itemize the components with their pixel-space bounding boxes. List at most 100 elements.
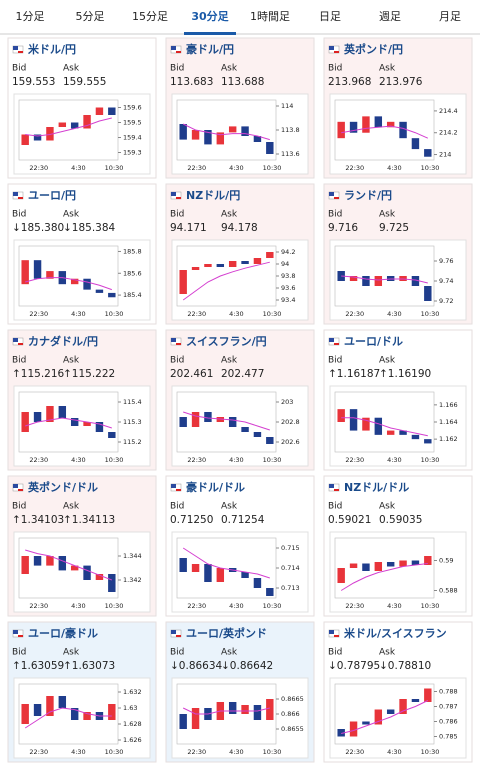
plot-frame bbox=[334, 683, 435, 745]
moving-average bbox=[182, 547, 270, 579]
candle bbox=[241, 427, 249, 432]
candle bbox=[266, 437, 274, 444]
flag bbox=[171, 46, 176, 50]
tab[interactable]: 30分足 bbox=[191, 9, 229, 23]
y-tick-label: 0.788 bbox=[439, 688, 458, 696]
flag bbox=[329, 484, 334, 488]
ask-label: Ask bbox=[63, 64, 80, 74]
flag bbox=[171, 630, 176, 634]
x-tick-label: 4:30 bbox=[229, 602, 244, 610]
candle bbox=[70, 708, 79, 720]
y-tick-label: 9.72 bbox=[439, 297, 453, 305]
moving-average bbox=[341, 417, 428, 437]
tab[interactable]: 1分足 bbox=[16, 10, 45, 23]
candle bbox=[424, 149, 432, 157]
x-tick-label: 22:30 bbox=[345, 748, 364, 756]
ask-value: 0.59035 bbox=[379, 514, 422, 526]
candle bbox=[411, 699, 420, 702]
y-tick-label: 115.4 bbox=[123, 398, 142, 406]
tab[interactable]: 5分足 bbox=[76, 10, 105, 23]
flag bbox=[18, 635, 23, 637]
bid-value: 9.716 bbox=[328, 222, 358, 234]
ask-value: 113.688 bbox=[221, 76, 264, 88]
x-tick-label: 4:30 bbox=[229, 164, 244, 172]
tab[interactable]: 15分足 bbox=[132, 10, 168, 23]
y-tick-label: 185.4 bbox=[123, 291, 142, 299]
ask-label: Ask bbox=[221, 64, 238, 74]
y-tick-label: 93.4 bbox=[281, 296, 295, 304]
moving-average bbox=[25, 417, 112, 429]
y-tick-label: 214.4 bbox=[439, 107, 458, 115]
candle bbox=[362, 116, 370, 133]
ask-value: ↓185.384 bbox=[63, 222, 116, 234]
y-tick-label: 159.6 bbox=[123, 104, 142, 112]
candle bbox=[216, 132, 225, 145]
x-tick-label: 22:30 bbox=[345, 164, 364, 172]
flag bbox=[334, 489, 339, 491]
chart-box bbox=[13, 239, 151, 321]
candle bbox=[191, 130, 200, 140]
x-tick-label: 4:30 bbox=[387, 164, 402, 172]
flag bbox=[176, 343, 181, 345]
bid-value: 113.683 bbox=[170, 76, 213, 88]
tab[interactable]: 日足 bbox=[319, 10, 341, 23]
candle bbox=[362, 417, 370, 431]
bid-value: ↑115.216 bbox=[12, 368, 65, 380]
candle bbox=[374, 417, 383, 435]
y-tick-label: 0.787 bbox=[439, 703, 458, 711]
ask-label: Ask bbox=[221, 502, 238, 512]
candle bbox=[33, 412, 42, 422]
y-tick-label: 93.6 bbox=[281, 284, 295, 292]
bid-label: Bid bbox=[12, 648, 26, 658]
candle bbox=[83, 712, 91, 720]
y-tick-label: 115.2 bbox=[123, 438, 142, 446]
candle bbox=[386, 430, 395, 435]
flag bbox=[13, 46, 18, 50]
bid-value: 213.968 bbox=[328, 76, 371, 88]
candle bbox=[108, 432, 116, 438]
tab[interactable]: 週足 bbox=[379, 10, 401, 23]
chart-box bbox=[329, 531, 467, 613]
y-tick-label: 0.786 bbox=[439, 718, 458, 726]
ask-label: Ask bbox=[63, 356, 80, 366]
pair-name: ユーロ/英ポンド bbox=[186, 626, 267, 640]
flag bbox=[18, 51, 23, 53]
flag bbox=[334, 51, 339, 53]
bid-label: Bid bbox=[170, 210, 184, 220]
active-tab-underline bbox=[184, 32, 236, 35]
candle bbox=[424, 556, 432, 565]
y-tick-label: 0.8655 bbox=[281, 725, 304, 733]
moving-average bbox=[341, 275, 428, 284]
moving-average bbox=[341, 700, 429, 734]
y-tick-label: 0.715 bbox=[281, 544, 300, 552]
x-tick-label: 4:30 bbox=[387, 602, 402, 610]
candle bbox=[349, 563, 358, 568]
y-tick-label: 214.2 bbox=[439, 129, 458, 137]
candle bbox=[337, 121, 345, 139]
ask-value: ↑1.16190 bbox=[379, 368, 431, 380]
ask-label: Ask bbox=[379, 64, 396, 74]
candle bbox=[191, 412, 200, 427]
tab[interactable]: 月足 bbox=[439, 10, 461, 23]
x-tick-label: 10:30 bbox=[263, 602, 282, 610]
x-tick-label: 4:30 bbox=[387, 748, 402, 756]
tab[interactable]: 1時間足 bbox=[250, 10, 290, 23]
x-tick-label: 4:30 bbox=[387, 456, 402, 464]
candle bbox=[241, 705, 249, 714]
pair-name: 米ドル/スイスフラン bbox=[343, 626, 447, 640]
